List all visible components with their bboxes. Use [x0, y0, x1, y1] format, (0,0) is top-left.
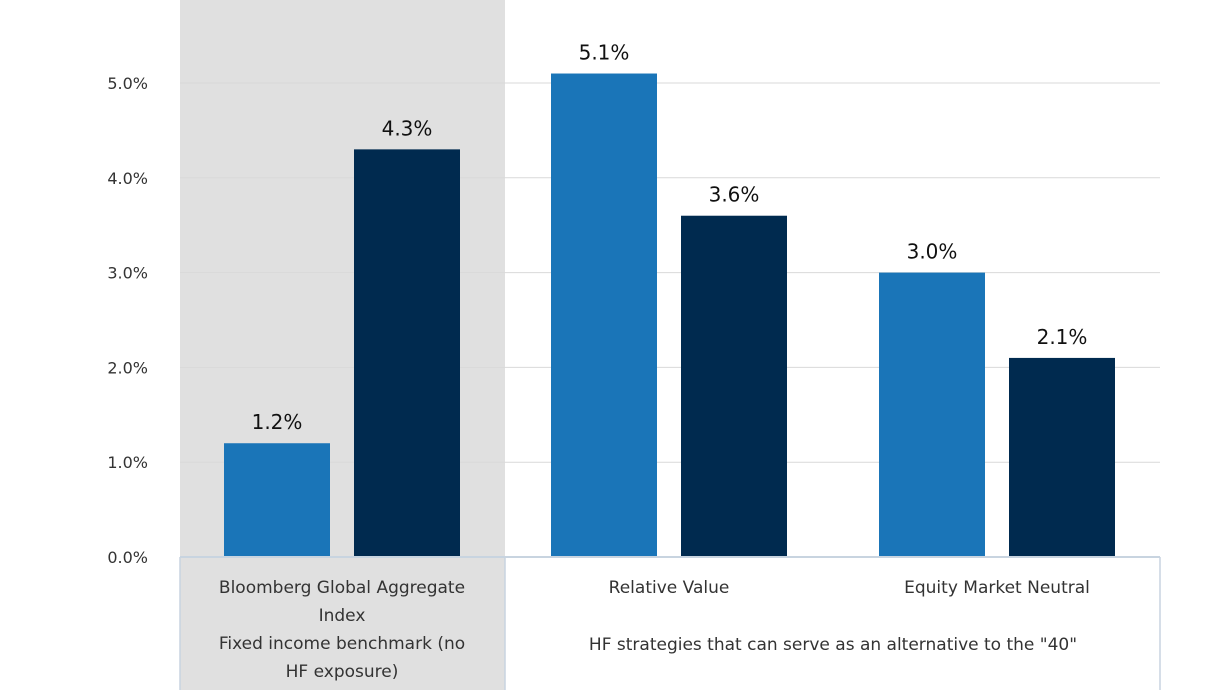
group-label-benchmark-line1: Fixed income benchmark (no [219, 634, 465, 654]
bars [224, 73, 1115, 558]
data-labels: 1.2% 5.1% 3.0% 4.3% 3.6% 2.1% [252, 41, 1088, 435]
data-label: 5.1% [579, 41, 630, 65]
data-label: 4.3% [382, 116, 433, 140]
category-label-relative-value: Relative Value [609, 578, 730, 598]
group-label-benchmark-line2: HF exposure) [286, 662, 399, 682]
y-tick-label: 0.0% [107, 548, 148, 567]
category-label-equity-market-neutral: Equity Market Neutral [904, 578, 1090, 598]
category-label-bloomberg-line1: Bloomberg Global Aggregate [219, 578, 465, 598]
category-label-bloomberg-line2: Index [319, 606, 366, 626]
bar [224, 443, 330, 557]
data-label: 3.0% [907, 240, 958, 264]
y-tick-label: 1.0% [107, 453, 148, 472]
bar [879, 272, 985, 557]
bar [354, 149, 460, 558]
data-label: 1.2% [252, 410, 303, 434]
y-tick-label: 2.0% [107, 358, 148, 377]
y-tick-label: 4.0% [107, 169, 148, 188]
data-label: 2.1% [1037, 325, 1088, 349]
group-label-hf-strategies: HF strategies that can serve as an alter… [589, 635, 1077, 655]
bar [551, 73, 657, 558]
y-tick-label: 5.0% [107, 74, 148, 93]
y-tick-label: 3.0% [107, 264, 148, 283]
bar [681, 215, 787, 557]
bar [1009, 357, 1115, 557]
gridlines [180, 82, 1160, 463]
y-axis-ticks: 0.0% 1.0% 2.0% 3.0% 4.0% 5.0% [107, 74, 148, 567]
data-label: 3.6% [709, 183, 760, 207]
